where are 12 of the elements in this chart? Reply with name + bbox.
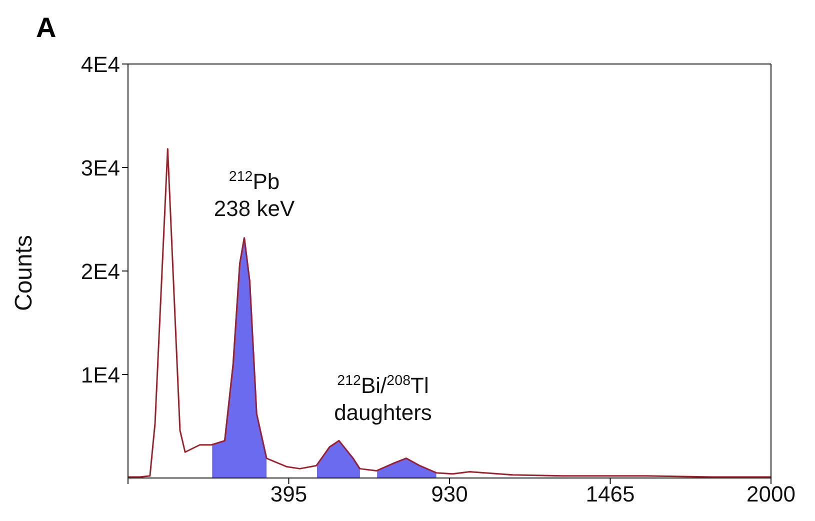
x-tick-label: 1465 bbox=[586, 482, 635, 507]
y-tick-label: 2E4 bbox=[80, 258, 120, 284]
y-tick-label: 3E4 bbox=[80, 155, 120, 180]
y-tick-label: 1E4 bbox=[80, 362, 120, 388]
text: A bbox=[36, 12, 56, 44]
annotation: $^{212}$Pb 238 keV bbox=[214, 168, 295, 221]
annotation: $^{212}$Bi/$^{208}$Tl daughters bbox=[334, 373, 432, 425]
x-tick-label: 930 bbox=[431, 482, 468, 507]
y-axis-title: Counts bbox=[10, 234, 38, 311]
x-tick-label: 2000 bbox=[746, 482, 796, 507]
y-tick-label: 4E4 bbox=[80, 52, 120, 77]
x-tick-label: 395 bbox=[270, 482, 308, 507]
